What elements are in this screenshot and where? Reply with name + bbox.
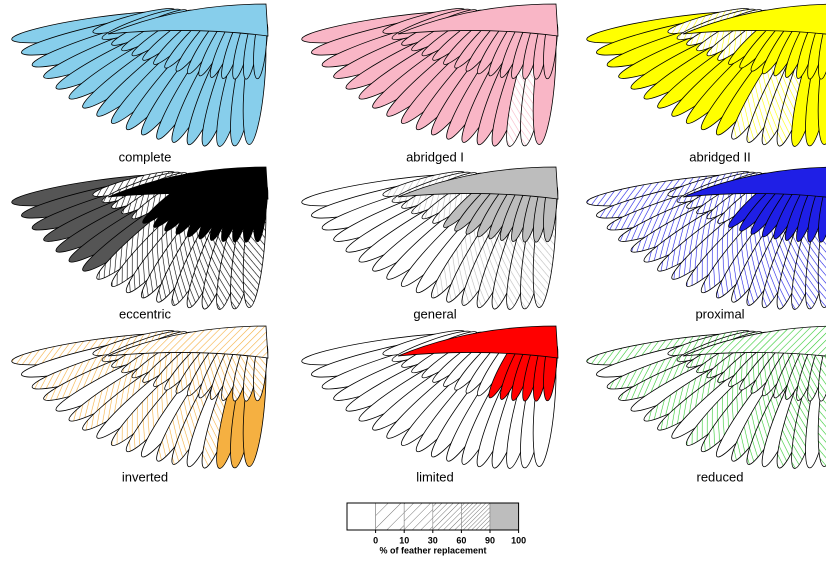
figure: complete abridged I abridged II eccentric ge… <box>0 0 826 561</box>
wing <box>585 167 826 312</box>
wing-panel <box>10 326 270 471</box>
wing <box>300 4 560 149</box>
wing-panel <box>300 4 560 149</box>
wing-panel <box>585 4 826 149</box>
wing <box>585 326 826 471</box>
panel-label: proximal <box>695 306 744 321</box>
legend-cell <box>433 503 462 530</box>
wing-panel <box>10 4 270 149</box>
panel-label: general <box>413 306 456 321</box>
wing-panel <box>10 167 270 312</box>
wing-panel <box>585 326 826 471</box>
legend-tick-label: 10 <box>399 535 409 545</box>
wing-panel <box>300 326 560 471</box>
legend-tick-label: 30 <box>428 535 438 545</box>
legend-tick-label: 60 <box>456 535 466 545</box>
wing-panel <box>585 167 826 312</box>
legend-tick-label: 0 <box>373 535 378 545</box>
legend-cell <box>347 503 376 530</box>
wing <box>300 167 560 312</box>
legend-title: % of feather replacement <box>379 545 486 555</box>
wing <box>300 326 560 471</box>
wing <box>585 4 826 149</box>
panel-label: inverted <box>122 469 168 484</box>
legend-tick-label: 100 <box>511 535 526 545</box>
legend-cell <box>376 503 405 530</box>
panel-label: abridged I <box>406 149 464 164</box>
legend: 0 10 30 60 90 100 % of feather replacement <box>347 503 526 555</box>
legend-tick-label: 90 <box>485 535 495 545</box>
panel-label: reduced <box>697 469 744 484</box>
panel-label: abridged II <box>689 149 750 164</box>
panel-label: eccentric <box>119 306 172 321</box>
legend-cell <box>404 503 433 530</box>
wing <box>10 4 270 149</box>
legend-cell <box>461 503 490 530</box>
wing <box>10 167 270 312</box>
wing-panel <box>300 167 560 312</box>
panel-label: limited <box>416 469 454 484</box>
panel-label: complete <box>119 149 172 164</box>
legend-cell <box>490 503 519 530</box>
wing <box>10 326 270 471</box>
